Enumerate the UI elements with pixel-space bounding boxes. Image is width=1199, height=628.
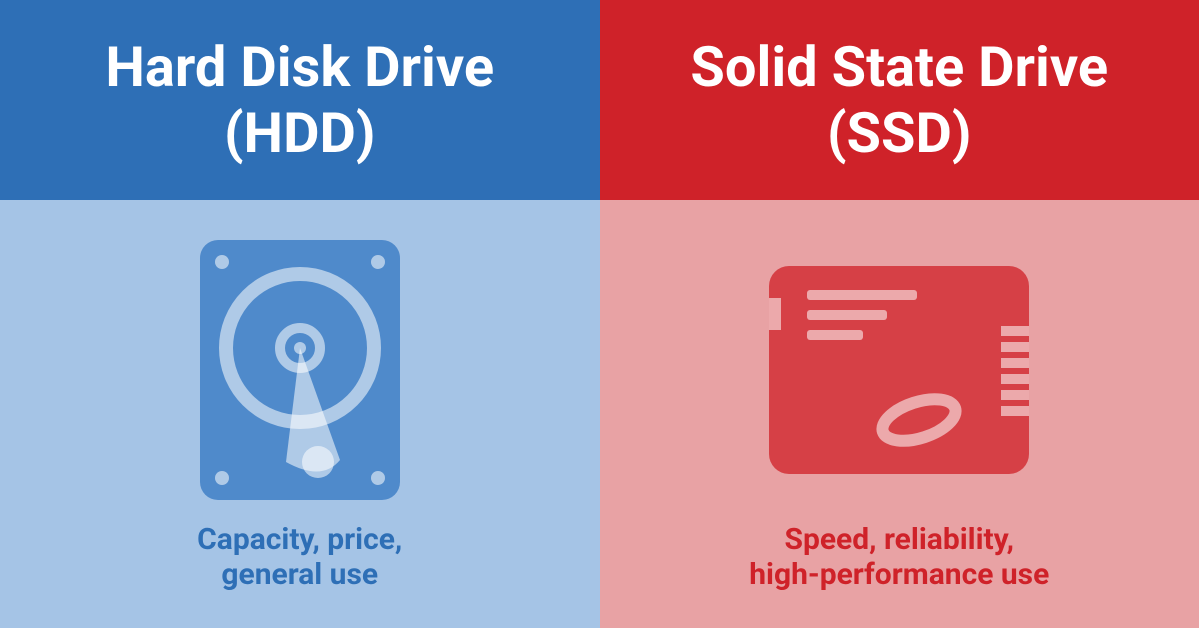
ssd-caption-line2: high-performance use [749,557,1049,592]
hdd-body: Capacity, price, general use [0,200,600,628]
ssd-icon [749,230,1049,510]
hdd-icon [190,230,410,510]
ssd-title-line2: (SSD) [827,100,972,166]
hdd-title-line2: (HDD) [224,100,376,166]
ssd-caption-line1: Speed, reliability, [749,522,1049,557]
hdd-caption-line1: Capacity, price, [197,522,402,557]
ssd-header: Solid State Drive (SSD) [600,0,1199,200]
ssd-body: Speed, reliability, high-performance use [600,200,1199,628]
hdd-caption: Capacity, price, general use [197,522,402,592]
ssd-caption: Speed, reliability, high-performance use [749,522,1049,592]
hdd-column: Hard Disk Drive (HDD) Capacity, price, [0,0,600,628]
hdd-caption-line2: general use [197,557,402,592]
ssd-title-line1: Solid State Drive [690,34,1108,100]
hdd-title-line1: Hard Disk Drive [105,34,494,100]
ssd-column: Solid State Drive (SSD) [600,0,1199,628]
hdd-header: Hard Disk Drive (HDD) [0,0,600,200]
